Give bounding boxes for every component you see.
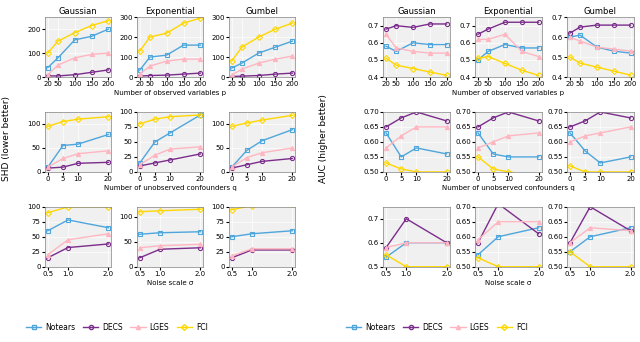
Title: Gaussian: Gaussian [397,7,436,16]
Title: Gumbel: Gumbel [584,7,617,16]
Title: Exponential: Exponential [483,7,533,16]
X-axis label: Number of observed variables p: Number of observed variables p [114,90,226,96]
Legend: Notears, DECS, LGES, FCI: Notears, DECS, LGES, FCI [343,320,531,335]
Text: SHD (lower better): SHD (lower better) [2,96,11,181]
X-axis label: Number of unobserved confounders q: Number of unobserved confounders q [104,185,236,191]
X-axis label: Noise scale σ: Noise scale σ [147,280,193,286]
X-axis label: Number of unobserved confounders q: Number of unobserved confounders q [442,185,575,191]
X-axis label: Noise scale σ: Noise scale σ [485,280,531,286]
Title: Exponential: Exponential [145,7,195,16]
Text: AUC (higher better): AUC (higher better) [319,94,328,183]
X-axis label: Number of observed variables p: Number of observed variables p [452,90,564,96]
Title: Gumbel: Gumbel [246,7,278,16]
Title: Gaussian: Gaussian [59,7,97,16]
Legend: Notears, DECS, LGES, FCI: Notears, DECS, LGES, FCI [23,320,211,335]
